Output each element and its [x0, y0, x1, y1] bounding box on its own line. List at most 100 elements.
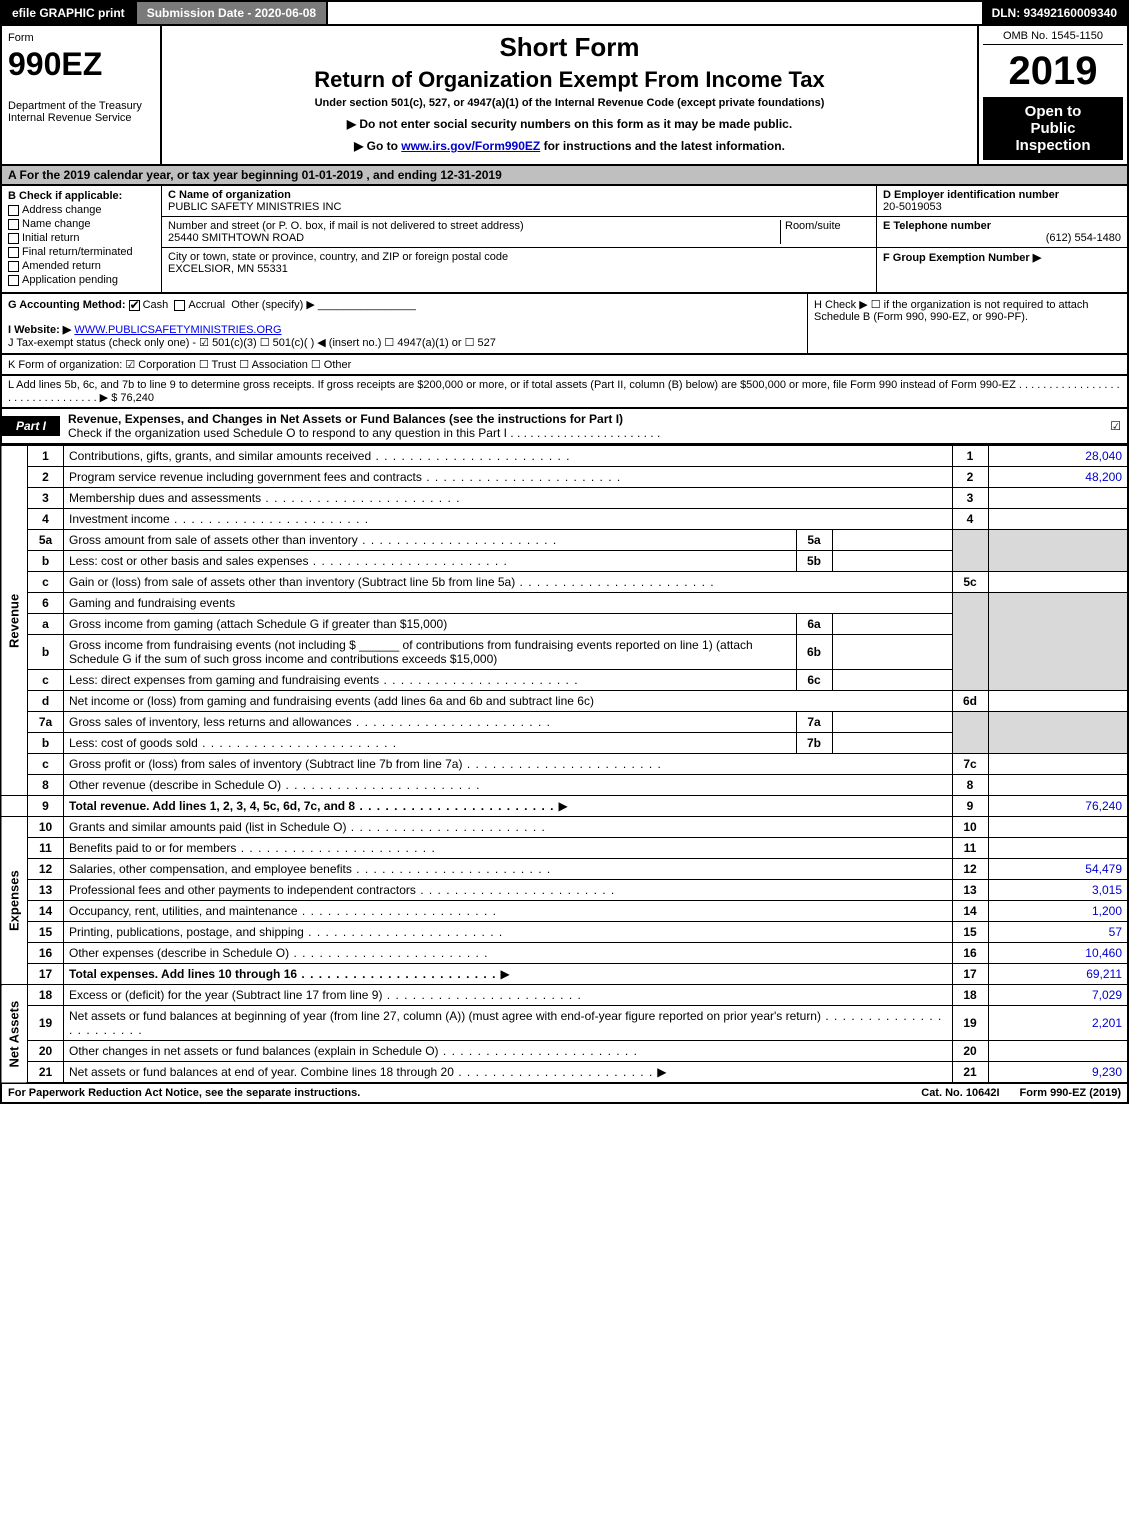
- ln-4: 4: [28, 509, 64, 530]
- top-bar: efile GRAPHIC print Submission Date - 20…: [0, 0, 1129, 26]
- box-def: D Employer identification number 20-5019…: [877, 186, 1127, 292]
- ln-21: 21: [28, 1062, 64, 1084]
- efile-print-button[interactable]: efile GRAPHIC print: [2, 2, 137, 24]
- return-title: Return of Organization Exempt From Incom…: [172, 67, 967, 93]
- ln-2: 2: [28, 467, 64, 488]
- chk-address-label: Address change: [22, 204, 102, 216]
- val-4: [988, 509, 1128, 530]
- part-i-title-text: Revenue, Expenses, and Changes in Net As…: [68, 412, 623, 426]
- note-goto-post: for instructions and the latest informat…: [544, 139, 785, 153]
- header-center: Short Form Return of Organization Exempt…: [162, 26, 977, 164]
- num-7c: 7c: [952, 754, 988, 775]
- chk-final[interactable]: Final return/terminated: [8, 246, 155, 258]
- chk-cash[interactable]: [129, 300, 140, 311]
- ln-9: 9: [28, 796, 64, 817]
- desc-15: Printing, publications, postage, and shi…: [64, 922, 953, 943]
- desc-4: Investment income: [64, 509, 953, 530]
- desc-5b: Less: cost or other basis and sales expe…: [64, 551, 797, 572]
- i-label: I Website: ▶: [8, 324, 71, 336]
- ein-label: D Employer identification number: [883, 189, 1059, 201]
- ln-17: 17: [28, 964, 64, 985]
- ln-1: 1: [28, 446, 64, 467]
- subln-5b: 5b: [796, 551, 832, 572]
- desc-6b: Gross income from fundraising events (no…: [64, 635, 797, 670]
- chk-pending[interactable]: Application pending: [8, 274, 155, 286]
- desc-2: Program service revenue including govern…: [64, 467, 953, 488]
- num-2: 2: [952, 467, 988, 488]
- ln-5a: 5a: [28, 530, 64, 551]
- chk-initial[interactable]: Initial return: [8, 232, 155, 244]
- group-label: F Group Exemption Number ▶: [883, 252, 1041, 264]
- footer-center: Cat. No. 10642I: [921, 1087, 999, 1099]
- room-label: Room/suite: [785, 220, 841, 232]
- val-2: 48,200: [988, 467, 1128, 488]
- ln-8: 8: [28, 775, 64, 796]
- desc-7c: Gross profit or (loss) from sales of inv…: [64, 754, 953, 775]
- tax-year: 2019: [983, 51, 1123, 91]
- omb-number: OMB No. 1545-1150: [983, 30, 1123, 45]
- num-19: 19: [952, 1006, 988, 1041]
- irs-link[interactable]: www.irs.gov/Form990EZ: [401, 139, 540, 153]
- ln-18: 18: [28, 985, 64, 1006]
- desc-10: Grants and similar amounts paid (list in…: [64, 817, 953, 838]
- org-street: 25440 SMITHTOWN ROAD: [168, 232, 304, 244]
- under-section: Under section 501(c), 527, or 4947(a)(1)…: [172, 97, 967, 109]
- chk-name[interactable]: Name change: [8, 218, 155, 230]
- val-15: 57: [988, 922, 1128, 943]
- c-city-label: City or town, state or province, country…: [168, 251, 508, 263]
- ln-6a: a: [28, 614, 64, 635]
- form-number: 990EZ: [8, 48, 154, 80]
- c-addr-label: Number and street (or P. O. box, if mail…: [168, 220, 524, 232]
- short-form-title: Short Form: [172, 32, 967, 63]
- arrow-21: ▶: [657, 1065, 666, 1079]
- box-b: B Check if applicable: Address change Na…: [2, 186, 162, 292]
- tel-label: E Telephone number: [883, 220, 991, 232]
- desc-6a: Gross income from gaming (attach Schedul…: [64, 614, 797, 635]
- val-17: 69,211: [988, 964, 1128, 985]
- chk-accrual[interactable]: [174, 300, 185, 311]
- desc-6c: Less: direct expenses from gaming and fu…: [64, 670, 797, 691]
- num-10: 10: [952, 817, 988, 838]
- box-b-title: B Check if applicable:: [8, 190, 155, 202]
- note-ssn: ▶ Do not enter social security numbers o…: [172, 117, 967, 131]
- chk-address[interactable]: Address change: [8, 204, 155, 216]
- shade-7v: [988, 712, 1128, 754]
- g-label: G Accounting Method:: [8, 299, 126, 311]
- chk-amended[interactable]: Amended return: [8, 260, 155, 272]
- dept-label: Department of the Treasury Internal Reve…: [8, 100, 154, 124]
- val-19: 2,201: [988, 1006, 1128, 1041]
- desc-5a: Gross amount from sale of assets other t…: [64, 530, 797, 551]
- ln-6b: b: [28, 635, 64, 670]
- topbar-spacer: [328, 2, 981, 24]
- org-city: EXCELSIOR, MN 55331: [168, 263, 288, 275]
- ln-7b: b: [28, 733, 64, 754]
- num-21: 21: [952, 1062, 988, 1084]
- num-1: 1: [952, 446, 988, 467]
- val-16: 10,460: [988, 943, 1128, 964]
- val-5c: [988, 572, 1128, 593]
- ln-15: 15: [28, 922, 64, 943]
- chk-amended-label: Amended return: [22, 260, 101, 272]
- val-13: 3,015: [988, 880, 1128, 901]
- chk-final-label: Final return/terminated: [22, 246, 133, 258]
- desc-20: Other changes in net assets or fund bala…: [64, 1041, 953, 1062]
- subval-5b: [832, 551, 952, 572]
- desc-19: Net assets or fund balances at beginning…: [64, 1006, 953, 1041]
- shade-5v: [988, 530, 1128, 572]
- num-9: 9: [952, 796, 988, 817]
- row-g: G Accounting Method: Cash Accrual Other …: [2, 294, 807, 353]
- ln-10: 10: [28, 817, 64, 838]
- other-label: Other (specify) ▶: [231, 299, 315, 311]
- footer-right: Form 990-EZ (2019): [1020, 1087, 1121, 1099]
- ln-13: 13: [28, 880, 64, 901]
- row-k: K Form of organization: ☑ Corporation ☐ …: [0, 355, 1129, 376]
- num-3: 3: [952, 488, 988, 509]
- subln-7a: 7a: [796, 712, 832, 733]
- val-18: 7,029: [988, 985, 1128, 1006]
- ln-7c: c: [28, 754, 64, 775]
- part-i-check[interactable]: ☑: [1104, 416, 1127, 436]
- row-j: J Tax-exempt status (check only one) - ☑…: [8, 337, 496, 349]
- ein-value: 20-5019053: [883, 201, 942, 213]
- website-link[interactable]: WWW.PUBLICSAFETYMINISTRIES.ORG: [74, 324, 281, 336]
- desc-18: Excess or (deficit) for the year (Subtra…: [64, 985, 953, 1006]
